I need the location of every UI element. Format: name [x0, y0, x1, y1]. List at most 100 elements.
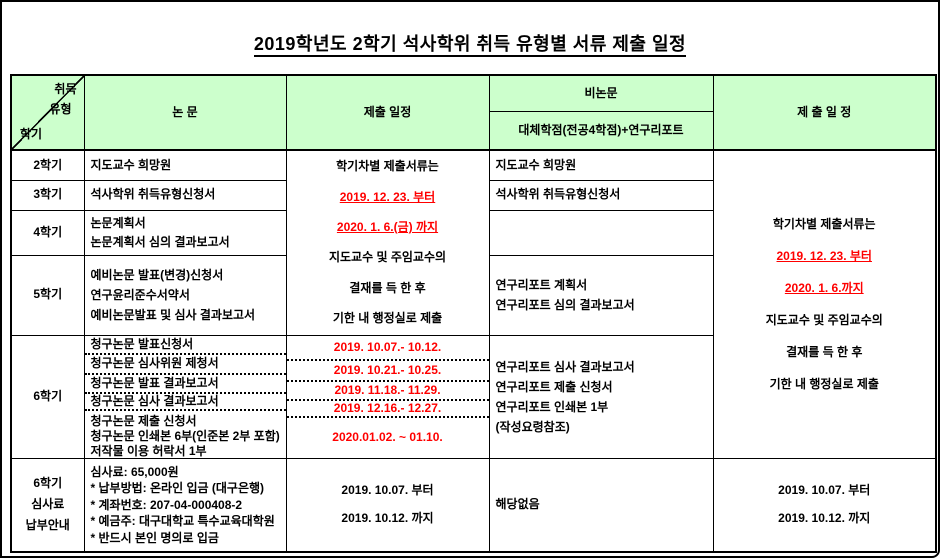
sem5-thesis-line: 예비논문 발표(변경)신청서 — [90, 268, 224, 282]
sem3-nonthesis: 석사학위 취득유형신청서 — [488, 179, 714, 211]
schedule2-line-note3: 기한 내 행정실로 제출 — [769, 377, 879, 392]
sem6-nonthesis-line: (작성요령참조) — [495, 419, 570, 434]
fee-detail-line: 심사료: 65,000원 — [90, 464, 179, 479]
fee-details-cell: 심사료: 65,000원 * 납부방법: 온라인 입금 (대구은행) * 계좌번… — [83, 457, 287, 553]
fee-schedule-mid-cell: 2019. 10.07. 부터 2019. 10.12. 까지 — [285, 457, 490, 553]
sem4-thesis-line: 논문계획서 — [90, 215, 146, 230]
sem6-date-range: 2019. 10.21.- 10.25. — [287, 361, 488, 382]
header-row-2: 대체학점(전공4학점)+연구리포트 — [11, 111, 936, 151]
sem6-thesis-cell: 청구논문 발표신청서 청구논문 심사위원 제청서 청구논문 발표 결과보고서 청… — [83, 334, 287, 459]
fee-schedule-right-line: 2019. 10.07. 부터 — [778, 482, 871, 497]
row-sem2: 2학기 지도교수 희망원 학기차별 제출서류는 2019. 12. 23. 부터… — [10, 149, 937, 459]
header-row-1: 취득 유형 학기 논 문 제출 일정 비논문 제 출 일 정 — [10, 74, 937, 151]
row-sem6: 6학기 청구논문 발표신청서 청구논문 심사위원 제청서 청구논문 발표 결과보… — [10, 334, 936, 459]
fee-nonthesis: 해당없음 — [488, 457, 714, 553]
corner-label-type-1: 취득 — [54, 82, 77, 96]
fee-schedule-right: 2019. 10.07. 부터 2019. 10.12. 까지 — [714, 459, 935, 551]
sem3-thesis: 석사학위 취득유형신청서 — [83, 179, 287, 211]
fee-label-line: 6학기 — [33, 476, 63, 491]
sem6-thesis-final-line: 청구논문 인쇄본 6부(인준본 2부 포함) — [90, 428, 280, 443]
sem6-date-range: 2019. 10.07.- 10.12. — [287, 336, 488, 361]
sem5-thesis: 예비논문 발표(변경)신청서 연구윤리준수서약서 예비논문발표 및 심사 결과보… — [83, 254, 287, 336]
sem6-thesis-step: 청구논문 발표 결과보고서 — [85, 375, 285, 394]
sem4-label: 4학기 — [10, 209, 85, 256]
sem3-label: 3학기 — [10, 179, 85, 211]
fee-details: 심사료: 65,000원 * 납부방법: 온라인 입금 (대구은행) * 계좌번… — [85, 459, 285, 551]
sem6-thesis-step: 청구논문 심사 결과보고서 — [85, 394, 285, 411]
schedule2-line-note1: 지도교수 및 주임교수의 — [765, 313, 883, 328]
corner-label-semester: 학기 — [20, 126, 43, 141]
fee-detail-line: * 계좌번호: 207-04-000408-2 — [90, 497, 243, 512]
schedule-table: 취득 유형 학기 논 문 제출 일정 비논문 제 출 일 정 대체학점(전공4학… — [10, 74, 937, 553]
schedule2-line-to: 2020. 1. 6.까지 — [784, 281, 864, 296]
schedule-line-to: 2020. 1. 6.(금) 까지 — [336, 219, 439, 234]
schedule2-line-from: 2019. 12. 23. 부터 — [776, 249, 872, 264]
header-schedule-nonthesis: 제 출 일 정 — [712, 74, 937, 151]
sem4-thesis-line: 논문계획서 심의 결과보고서 — [90, 234, 230, 249]
fee-label: 6학기 심사료 납부안내 — [10, 457, 85, 553]
sem5-nonthesis-line: 연구리포트 계획서 — [495, 278, 588, 292]
row-sem3: 3학기 석사학위 취득유형신청서 석사학위 취득유형신청서 — [10, 179, 936, 211]
sem6-thesis-subrows: 청구논문 발표신청서 청구논문 심사위원 제청서 청구논문 발표 결과보고서 청… — [85, 336, 285, 458]
sem2-label: 2학기 — [10, 149, 85, 181]
header-corner-cell: 취득 유형 학기 — [10, 74, 85, 151]
header-thesis: 논 문 — [83, 74, 287, 151]
fee-detail-line: * 예금주: 대구대학교 특수교육대학원 — [90, 514, 275, 528]
sem6-date-range: 2020.01.02. ~ 01.10. — [332, 430, 443, 444]
sem6-thesis-final-line: 저작물 이용 허락서 1부 — [90, 443, 207, 458]
page-title: 2019학년도 2학기 석사학위 취득 유형별 서류 제출 일정 — [2, 30, 938, 57]
sem6-date-range: 2019. 11.18.- 11.29. — [287, 382, 488, 401]
row-sem4: 4학기 논문계획서 논문계획서 심의 결과보고서 — [10, 209, 936, 256]
sem6-date-range: 2019. 12.16.- 12.27. — [287, 401, 488, 418]
schedule2-line-note2: 결재를 득 한 후 — [786, 345, 863, 360]
sem5-label: 5학기 — [10, 254, 85, 336]
sem6-dates-cell: 2019. 10.07.- 10.12. 2019. 10.21.- 10.25… — [285, 334, 490, 459]
sem5-nonthesis: 연구리포트 계획서 연구리포트 심의 결과보고서 — [488, 254, 714, 336]
sem2-thesis: 지도교수 희망원 — [83, 149, 287, 181]
header-nonthesis: 비논문 — [488, 74, 714, 113]
schedule-nonthesis-lines: 학기차별 제출서류는 2019. 12. 23. 부터 2020. 1. 6.까… — [714, 152, 935, 456]
schedule-thesis-lines: 학기차별 제출서류는 2019. 12. 23. 부터 2020. 1. 6.(… — [287, 152, 488, 334]
fee-schedule-mid-line: 2019. 10.07. 부터 — [341, 482, 434, 497]
schedule-line-note1: 지도교수 및 주임교수의 — [328, 250, 447, 265]
sem6-label: 6학기 — [10, 334, 85, 459]
fee-label-line: 납부안내 — [25, 518, 70, 533]
fee-schedule-right-cell: 2019. 10.07. 부터 2019. 10.12. 까지 — [712, 457, 937, 553]
sem6-nonthesis: 연구리포트 심사 결과보고서 연구리포트 제출 신청서 연구리포트 인쇄본 1부… — [488, 334, 714, 459]
row-fee: 6학기 심사료 납부안내 심사료: 65,000원 * 납부방법: 온라인 입금… — [10, 457, 937, 553]
sem2-nonthesis: 지도교수 희망원 — [488, 149, 714, 181]
sem5-nonthesis-line: 연구리포트 심의 결과보고서 — [495, 298, 635, 312]
sem6-thesis-final-line: 청구논문 제출 신청서 — [90, 413, 197, 428]
sem6-thesis-step: 청구논문 심사위원 제청서 — [85, 355, 285, 375]
fee-schedule-right-line: 2019. 10.12. 까지 — [778, 511, 871, 526]
sem6-thesis-step: 청구논문 발표신청서 — [85, 336, 285, 356]
fee-detail-line: * 납부방법: 온라인 입금 (대구은행) — [90, 481, 265, 495]
header-schedule-thesis: 제출 일정 — [285, 74, 490, 151]
fee-schedule-mid-line: 2019. 10.12. 까지 — [341, 511, 434, 526]
schedule-nonthesis-merged-cell: 학기차별 제출서류는 2019. 12. 23. 부터 2020. 1. 6.까… — [712, 149, 937, 459]
sem5-thesis-line: 예비논문발표 및 심사 결과보고서 — [90, 308, 256, 322]
schedule-line-note3: 기한 내 행정실로 제출 — [332, 310, 443, 325]
sem6-thesis-final: 청구논문 제출 신청서 청구논문 인쇄본 6부(인준본 2부 포함) 저작물 이… — [85, 411, 285, 458]
fee-label-line: 심사료 — [31, 497, 65, 512]
fee-detail-line: * 반드시 본인 명의로 입금 — [90, 530, 219, 545]
page-title-text: 2019학년도 2학기 석사학위 취득 유형별 서류 제출 일정 — [253, 34, 687, 57]
sem6-nonthesis-line: 연구리포트 인쇄본 1부 — [495, 399, 609, 414]
schedule-line-note2: 결재를 득 한 후 — [349, 280, 426, 295]
sem6-dates-subrows: 2019. 10.07.- 10.12. 2019. 10.21.- 10.25… — [287, 336, 488, 457]
schedule-thesis-merged-cell: 학기차별 제출서류는 2019. 12. 23. 부터 2020. 1. 6.(… — [285, 149, 490, 336]
corner-label-type-2: 유형 — [49, 102, 72, 116]
row-sem5: 5학기 예비논문 발표(변경)신청서 연구윤리준수서약서 예비논문발표 및 심사… — [10, 254, 936, 336]
sem4-nonthesis-empty — [488, 209, 714, 256]
sem6-nonthesis-line: 연구리포트 제출 신청서 — [495, 379, 613, 394]
schedule-line-from: 2019. 12. 23. 부터 — [339, 189, 436, 204]
sem5-thesis-line: 연구윤리준수서약서 — [90, 288, 190, 302]
header-nonthesis-sub: 대체학점(전공4학점)+연구리포트 — [488, 111, 714, 151]
fee-schedule-mid: 2019. 10.07. 부터 2019. 10.12. 까지 — [287, 459, 488, 551]
diagonal-line: 취득 유형 학기 — [12, 76, 83, 149]
schedule2-line-intro: 학기차별 제출서류는 — [772, 217, 876, 232]
sem6-nonthesis-line: 연구리포트 심사 결과보고서 — [495, 359, 635, 374]
sem4-thesis: 논문계획서 논문계획서 심의 결과보고서 — [83, 209, 287, 256]
schedule-line-intro: 학기차별 제출서류는 — [336, 159, 439, 174]
